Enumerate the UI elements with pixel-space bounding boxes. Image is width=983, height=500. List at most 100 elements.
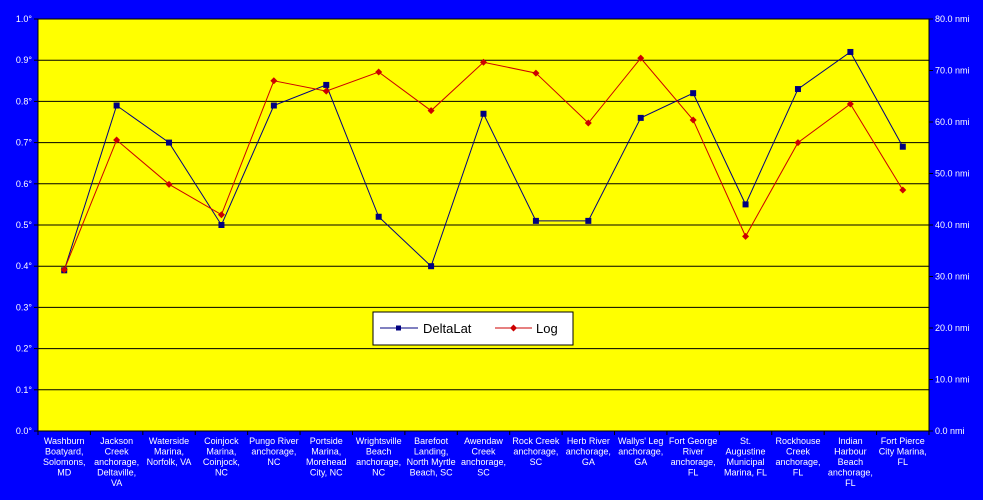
category-label-line: SC bbox=[530, 457, 543, 467]
data-point bbox=[323, 81, 330, 88]
category-label-line: FL bbox=[845, 478, 856, 488]
category-label-line: Jackson bbox=[100, 436, 133, 446]
category-label-line: City Marina, bbox=[879, 447, 927, 457]
left-tick-label: 0.1° bbox=[16, 385, 33, 395]
category-label-line: Municipal bbox=[727, 457, 765, 467]
right-tick-label: 70.0 nmi bbox=[935, 66, 970, 76]
category-label-line: anchorage, bbox=[618, 447, 663, 457]
data-point bbox=[480, 110, 487, 117]
data-point bbox=[428, 263, 435, 270]
right-tick-label: 80.0 nmi bbox=[935, 14, 970, 24]
data-point bbox=[165, 180, 173, 188]
data-point bbox=[690, 90, 697, 97]
category-label-line: Coinjock, bbox=[203, 457, 240, 467]
category-label: Wallys' Leg anchorage, GA bbox=[618, 436, 663, 467]
data-point bbox=[847, 48, 854, 55]
series bbox=[60, 48, 907, 274]
category-label-line: North Myrtle bbox=[407, 457, 456, 467]
category-label-line: Beach bbox=[366, 447, 392, 457]
left-tick-label: 0.5° bbox=[16, 220, 33, 230]
category-label-line: Pungo River bbox=[249, 436, 299, 446]
data-point bbox=[846, 100, 854, 108]
category-label-line: Marina, bbox=[311, 447, 341, 457]
left-tick-label: 0.3° bbox=[16, 302, 33, 312]
category-label-line: Marina, bbox=[206, 447, 236, 457]
left-tick-label: 1.0° bbox=[16, 14, 33, 24]
legend-deltalat-label: DeltaLat bbox=[423, 321, 472, 336]
data-point bbox=[113, 136, 121, 144]
right-tick-label: 10.0 nmi bbox=[935, 375, 970, 385]
category-label-line: Beach bbox=[838, 457, 864, 467]
category-label: Jackson Creek anchorage, Deltaville, VA bbox=[94, 436, 139, 488]
category-label: Washburn Boatyard, Solomons, MD bbox=[43, 436, 86, 478]
category-label-line: Awendaw bbox=[464, 436, 503, 446]
category-label-line: Rockhouse bbox=[775, 436, 820, 446]
right-tick-label: 0.0 nmi bbox=[935, 426, 965, 436]
data-point bbox=[584, 119, 592, 127]
category-label-line: Waterside bbox=[149, 436, 189, 446]
category-label-line: Creek bbox=[786, 447, 811, 457]
data-point bbox=[270, 102, 277, 109]
category-label-line: GA bbox=[582, 457, 595, 467]
data-point bbox=[899, 186, 907, 194]
series-log bbox=[60, 54, 907, 274]
category-label-line: Rock Creek bbox=[512, 436, 560, 446]
category-label-line: Boatyard, bbox=[45, 447, 84, 457]
data-point bbox=[742, 201, 749, 208]
category-label-line: Morehead bbox=[306, 457, 347, 467]
right-tick-label: 40.0 nmi bbox=[935, 220, 970, 230]
category-label-line: anchorage, bbox=[94, 457, 139, 467]
category-label-line: Creek bbox=[471, 447, 496, 457]
data-point bbox=[270, 77, 278, 85]
data-point bbox=[217, 211, 225, 219]
left-tick-label: 0.8° bbox=[16, 96, 33, 106]
left-tick-label: 0.0° bbox=[16, 426, 33, 436]
category-label-line: anchorage, bbox=[513, 447, 558, 457]
category-label-line: Indian bbox=[838, 436, 863, 446]
data-point bbox=[532, 217, 539, 224]
category-label: Pungo River anchorage, NC bbox=[249, 436, 299, 467]
legend-log-label: Log bbox=[536, 321, 558, 336]
right-tick-label: 30.0 nmi bbox=[935, 272, 970, 282]
category-label: Portside Marina, Morehead City, NC bbox=[306, 436, 347, 478]
category-label-line: Fort Pierce bbox=[881, 436, 925, 446]
category-label-line: anchorage, bbox=[828, 468, 873, 478]
category-label-line: VA bbox=[111, 478, 122, 488]
data-point bbox=[794, 139, 802, 147]
category-label-line: River bbox=[683, 447, 704, 457]
data-point bbox=[585, 217, 592, 224]
category-label-line: Beach, SC bbox=[410, 468, 454, 478]
category-label: Awendaw Creek anchorage, SC bbox=[461, 436, 506, 478]
category-label-line: FL bbox=[898, 457, 909, 467]
category-label: Wrightsville Beach anchorage, NC bbox=[356, 436, 402, 478]
category-label: Coinjock Marina, Coinjock, NC bbox=[203, 436, 240, 478]
category-label-line: Fort George bbox=[669, 436, 718, 446]
category-label-line: NC bbox=[372, 468, 385, 478]
left-tick-label: 0.7° bbox=[16, 138, 33, 148]
category-label-line: FL bbox=[688, 468, 699, 478]
data-point bbox=[689, 116, 697, 124]
data-point bbox=[322, 87, 330, 95]
category-label-line: NC bbox=[267, 457, 280, 467]
data-point bbox=[637, 54, 645, 62]
category-label-line: anchorage, bbox=[251, 447, 296, 457]
category-label-line: FL bbox=[793, 468, 804, 478]
data-point bbox=[427, 107, 435, 115]
category-label: Fort Pierce City Marina, FL bbox=[879, 436, 927, 467]
category-label-line: anchorage, bbox=[775, 457, 820, 467]
data-point bbox=[375, 68, 383, 76]
category-label-line: Coinjock bbox=[204, 436, 239, 446]
category-label-line: Deltaville, bbox=[97, 468, 136, 478]
category-label: St. Augustine Municipal Marina, FL bbox=[724, 436, 767, 478]
category-label-line: anchorage, bbox=[671, 457, 716, 467]
left-tick-label: 0.4° bbox=[16, 261, 33, 271]
data-point bbox=[742, 232, 750, 240]
right-tick-label: 50.0 nmi bbox=[935, 169, 970, 179]
category-label-line: Wallys' Leg bbox=[618, 436, 663, 446]
data-point bbox=[899, 143, 906, 150]
category-label: Fort George River anchorage, FL bbox=[669, 436, 718, 478]
category-label-line: Wrightsville bbox=[356, 436, 402, 446]
category-label-line: MD bbox=[57, 468, 71, 478]
